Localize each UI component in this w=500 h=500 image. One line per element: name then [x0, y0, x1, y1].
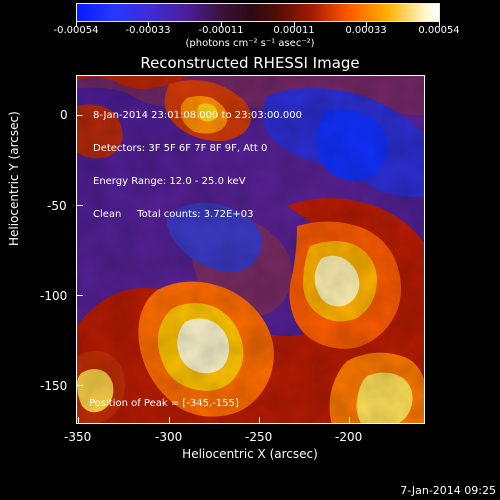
- y-major-tick: [77, 205, 83, 206]
- colorbar-tick: [439, 22, 440, 27]
- colorbar-tick-label: -0.00033: [125, 25, 171, 36]
- y-axis-label: Heliocentric Y (arcsec): [7, 111, 21, 246]
- annotation-line-2: Detectors: 3F 5F 6F 7F 8F 9F, Att 0: [93, 143, 268, 154]
- y-major-tick: [77, 295, 83, 296]
- x-major-tick: [169, 417, 170, 423]
- y-tick-label: 0: [60, 108, 68, 122]
- observation-annotation: 8-Jan-2014 23:01:08.000 to 23:03:00.000 …: [93, 88, 302, 231]
- rhessi-image-plot: [76, 75, 425, 424]
- colorbar: [76, 3, 440, 22]
- x-major-tick: [259, 417, 260, 423]
- annotation-line-3: Energy Range: 12.0 - 25.0 keV: [93, 176, 246, 187]
- colorbar-tick-label: -0.00011: [198, 25, 244, 36]
- x-tick-label: -250: [245, 430, 273, 444]
- colorbar-tick-label: -0.00054: [53, 25, 99, 36]
- x-major-tick: [349, 417, 350, 423]
- peak-position-label: Position of Peak = [-345,-155]: [89, 398, 239, 409]
- colorbar-tick-label: 0.00033: [345, 25, 387, 36]
- colorbar-tick: [366, 22, 367, 27]
- page-title: Reconstructed RHESSI Image: [140, 54, 360, 72]
- x-tick-label: -350: [64, 430, 92, 444]
- rhessi-image-svg: [77, 76, 424, 423]
- y-tick-label: -50: [47, 199, 67, 213]
- x-axis-label: Heliocentric X (arcsec): [182, 447, 318, 461]
- y-tick-label: -100: [40, 289, 68, 303]
- x-axis-line: [76, 423, 425, 424]
- colorbar-tick: [76, 22, 77, 27]
- x-major-tick: [78, 417, 79, 423]
- annotation-line-4: Clean Total counts: 3.72E+03: [93, 209, 254, 220]
- x-tick-label: -200: [335, 430, 363, 444]
- colorbar-unit-label: (photons cm⁻² s⁻¹ asec⁻²): [185, 38, 315, 49]
- y-tick-label: -150: [40, 379, 68, 393]
- annotation-line-1: 8-Jan-2014 23:01:08.000 to 23:03:00.000: [93, 110, 302, 121]
- y-major-tick: [77, 115, 83, 116]
- colorbar-tick-label: 0.00011: [273, 25, 315, 36]
- colorbar-tick: [221, 22, 222, 27]
- colorbar-tick: [148, 22, 149, 27]
- y-axis-line: [76, 75, 77, 424]
- colorbar-tick-label: 0.00054: [418, 25, 460, 36]
- colorbar-tick: [294, 22, 295, 27]
- y-major-tick: [77, 385, 83, 386]
- footer-date: 7-Jan-2014 09:25: [400, 484, 496, 497]
- x-tick-label: -300: [155, 430, 183, 444]
